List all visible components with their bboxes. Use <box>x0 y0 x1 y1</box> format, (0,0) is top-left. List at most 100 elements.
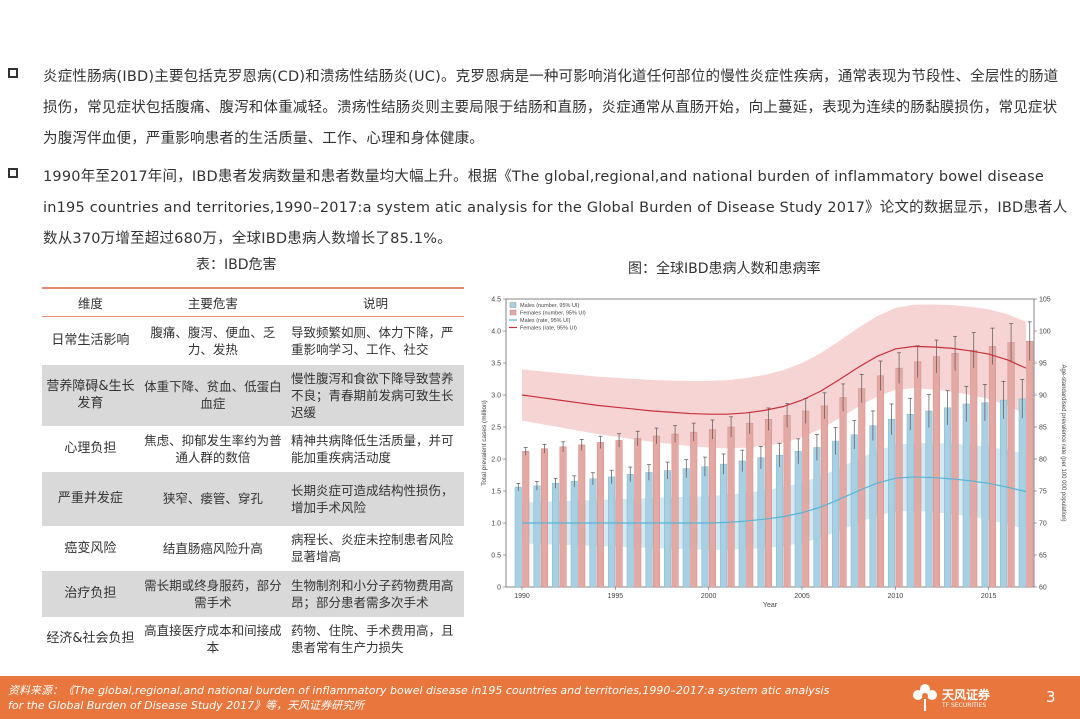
table-cell: 结直肠癌风险升高 <box>162 540 263 556</box>
females-number-bar <box>970 349 978 588</box>
males-number-bar <box>944 407 952 588</box>
females-number-bar <box>932 356 940 588</box>
females-number-bar <box>708 429 716 588</box>
bullet-item: 炎症性肠病(IBD)主要包括克罗恩病(CD)和溃疡性结肠炎(UC)。克罗恩病是一… <box>8 62 1068 155</box>
right-tick-label: 75 <box>1039 489 1047 496</box>
right-tick-label: 105 <box>1039 297 1051 304</box>
females-number-bar <box>727 426 735 588</box>
square-bullet-icon <box>8 168 18 178</box>
females-number-bar <box>746 422 754 588</box>
females-number-bar <box>559 446 567 588</box>
right-tick-label: 95 <box>1039 361 1047 368</box>
left-tick-label: 1.5 <box>491 489 501 496</box>
males-number-bar <box>720 463 728 588</box>
females-number-bar <box>540 448 548 588</box>
left-tick-label: 2.5 <box>491 425 501 432</box>
table-cell: 癌变风险 <box>64 540 117 556</box>
males-number-bar <box>757 457 765 588</box>
males-number-bar <box>794 451 802 588</box>
table-cell: 病程长、炎症未控制患者风险显著增高 <box>291 532 454 564</box>
males-number-bar <box>626 474 634 588</box>
x-tick-label: 2005 <box>794 593 810 600</box>
legend-label: Females (rate, 95% UI) <box>520 326 577 332</box>
table-row: 日常生活影响 腹痛、腹泻、便血、乏力、发热 导致频繁如厕、体力下降，严重影响学习… <box>42 317 464 365</box>
males-number-bar <box>682 468 690 588</box>
source-note: 资料来源：《The global,regional,and national b… <box>8 683 829 713</box>
table-header: 主要危害 <box>138 287 287 317</box>
left-tick-label: 3.5 <box>491 361 501 368</box>
right-tick-label: 80 <box>1039 457 1047 464</box>
x-tick-label: 2010 <box>888 593 904 600</box>
females-number-bar <box>634 438 642 588</box>
table-cell: 严重并发症 <box>42 471 139 526</box>
brand-name: 天风证券 <box>942 688 991 702</box>
table-row: 心理负担 焦虑、抑郁发生率约为普通人群的数倍 精神共病降低生活质量，并可能加重疾… <box>42 426 464 472</box>
females-number-bar <box>783 415 791 588</box>
right-tick-label: 90 <box>1039 393 1047 400</box>
x-tick-label: 2015 <box>981 593 997 600</box>
chart-title: 图：全球IBD患病人数和患病率 <box>628 261 821 277</box>
table-cell: 需长期或终身服药，部分需手术 <box>138 570 287 617</box>
ibd-harm-table: 维度 主要危害 说明 日常生活影响 腹痛、腹泻、便血、乏力、发热 导致频繁如厕、… <box>42 287 464 661</box>
legend-swatch <box>509 302 517 308</box>
females-number-bar <box>839 397 847 588</box>
right-tick-label: 100 <box>1039 329 1051 336</box>
males-number-bar <box>776 454 784 588</box>
females-number-bar <box>1026 340 1034 588</box>
females-number-bar <box>671 433 679 588</box>
males-number-bar <box>888 419 896 588</box>
table-header: 说明 <box>287 287 464 317</box>
x-axis-label: Year <box>763 602 778 609</box>
left-tick-label: 0 <box>497 585 501 592</box>
right-tick-label: 60 <box>1039 585 1047 592</box>
right-tick-label: 65 <box>1039 553 1047 560</box>
brand-logo: 天风证券 TF SECURITIES <box>912 682 1012 714</box>
table-cell: 焦虑、抑郁发生率约为普通人群的数倍 <box>144 432 282 465</box>
females-number-bar <box>522 451 530 588</box>
males-number-bar <box>869 425 877 588</box>
males-number-bar <box>981 402 989 588</box>
table-cell: 治疗负担 <box>42 570 139 617</box>
table-cell: 药物、住院、手术费用高，且患者常有生产力损失 <box>291 622 454 655</box>
ibd-prevalence-chart: 0 0.5 1.0 1.5 2.0 2.5 3.0 3.5 4.0 4.5 60 65 70 75 80 85… <box>481 297 1066 610</box>
males-number-bar <box>738 460 746 588</box>
males-number-bar <box>962 403 970 588</box>
females-number-bar <box>802 410 810 588</box>
table-cell: 经济&社会负担 <box>46 631 135 646</box>
legend-label: Males (number, 95% UI) <box>520 303 579 309</box>
flower-logo-icon <box>913 684 937 711</box>
right-axis-label: Age-standardised prevalence rate (per 10… <box>1060 364 1066 521</box>
right-tick-label: 85 <box>1039 425 1047 432</box>
table-row: 严重并发症 狭窄、瘘管、穿孔 长期炎症可造成结构性损伤，增加手术风险 <box>42 471 464 526</box>
males-rate-line <box>522 476 1027 524</box>
table-header-row: 维度 主要危害 说明 <box>42 287 464 317</box>
table-title: 表：IBD危害 <box>196 257 277 273</box>
females-rate-ui-band <box>522 304 1026 449</box>
females-number-bar <box>690 431 698 588</box>
males-number-bar <box>813 447 821 588</box>
females-number-bar <box>858 388 866 588</box>
table-cell: 高直接医疗成本和间接成本 <box>144 622 282 655</box>
males-number-bar <box>850 434 858 588</box>
males-number-bar <box>533 485 541 588</box>
females-number-bar <box>652 435 660 588</box>
right-tick-label: 70 <box>1039 521 1047 528</box>
males-number-bar <box>552 483 560 588</box>
males-number-bar <box>701 466 709 588</box>
footer-bar: 资料来源：《The global,regional,and national b… <box>0 676 1080 719</box>
females-number-bar <box>1007 342 1015 588</box>
table-cell: 营养障碍&生长发育 <box>42 364 139 426</box>
males-number-bar <box>925 410 933 588</box>
left-axis-label: Total prevalent cases (million) <box>481 400 488 486</box>
females-number-bar <box>914 361 922 588</box>
males-number-bar <box>832 440 840 588</box>
left-tick-label: 3.0 <box>491 393 501 400</box>
x-tick-label: 1990 <box>514 593 530 600</box>
females-number-bar <box>578 444 586 588</box>
source-line: for the Global Burden of Disease Study 2… <box>8 699 365 712</box>
females-number-bar <box>951 353 959 588</box>
females-number-bar <box>596 442 604 588</box>
table-cell: 长期炎症可造成结构性损伤，增加手术风险 <box>287 471 464 526</box>
square-bullet-icon <box>8 68 18 78</box>
males-number-bar <box>570 481 578 588</box>
